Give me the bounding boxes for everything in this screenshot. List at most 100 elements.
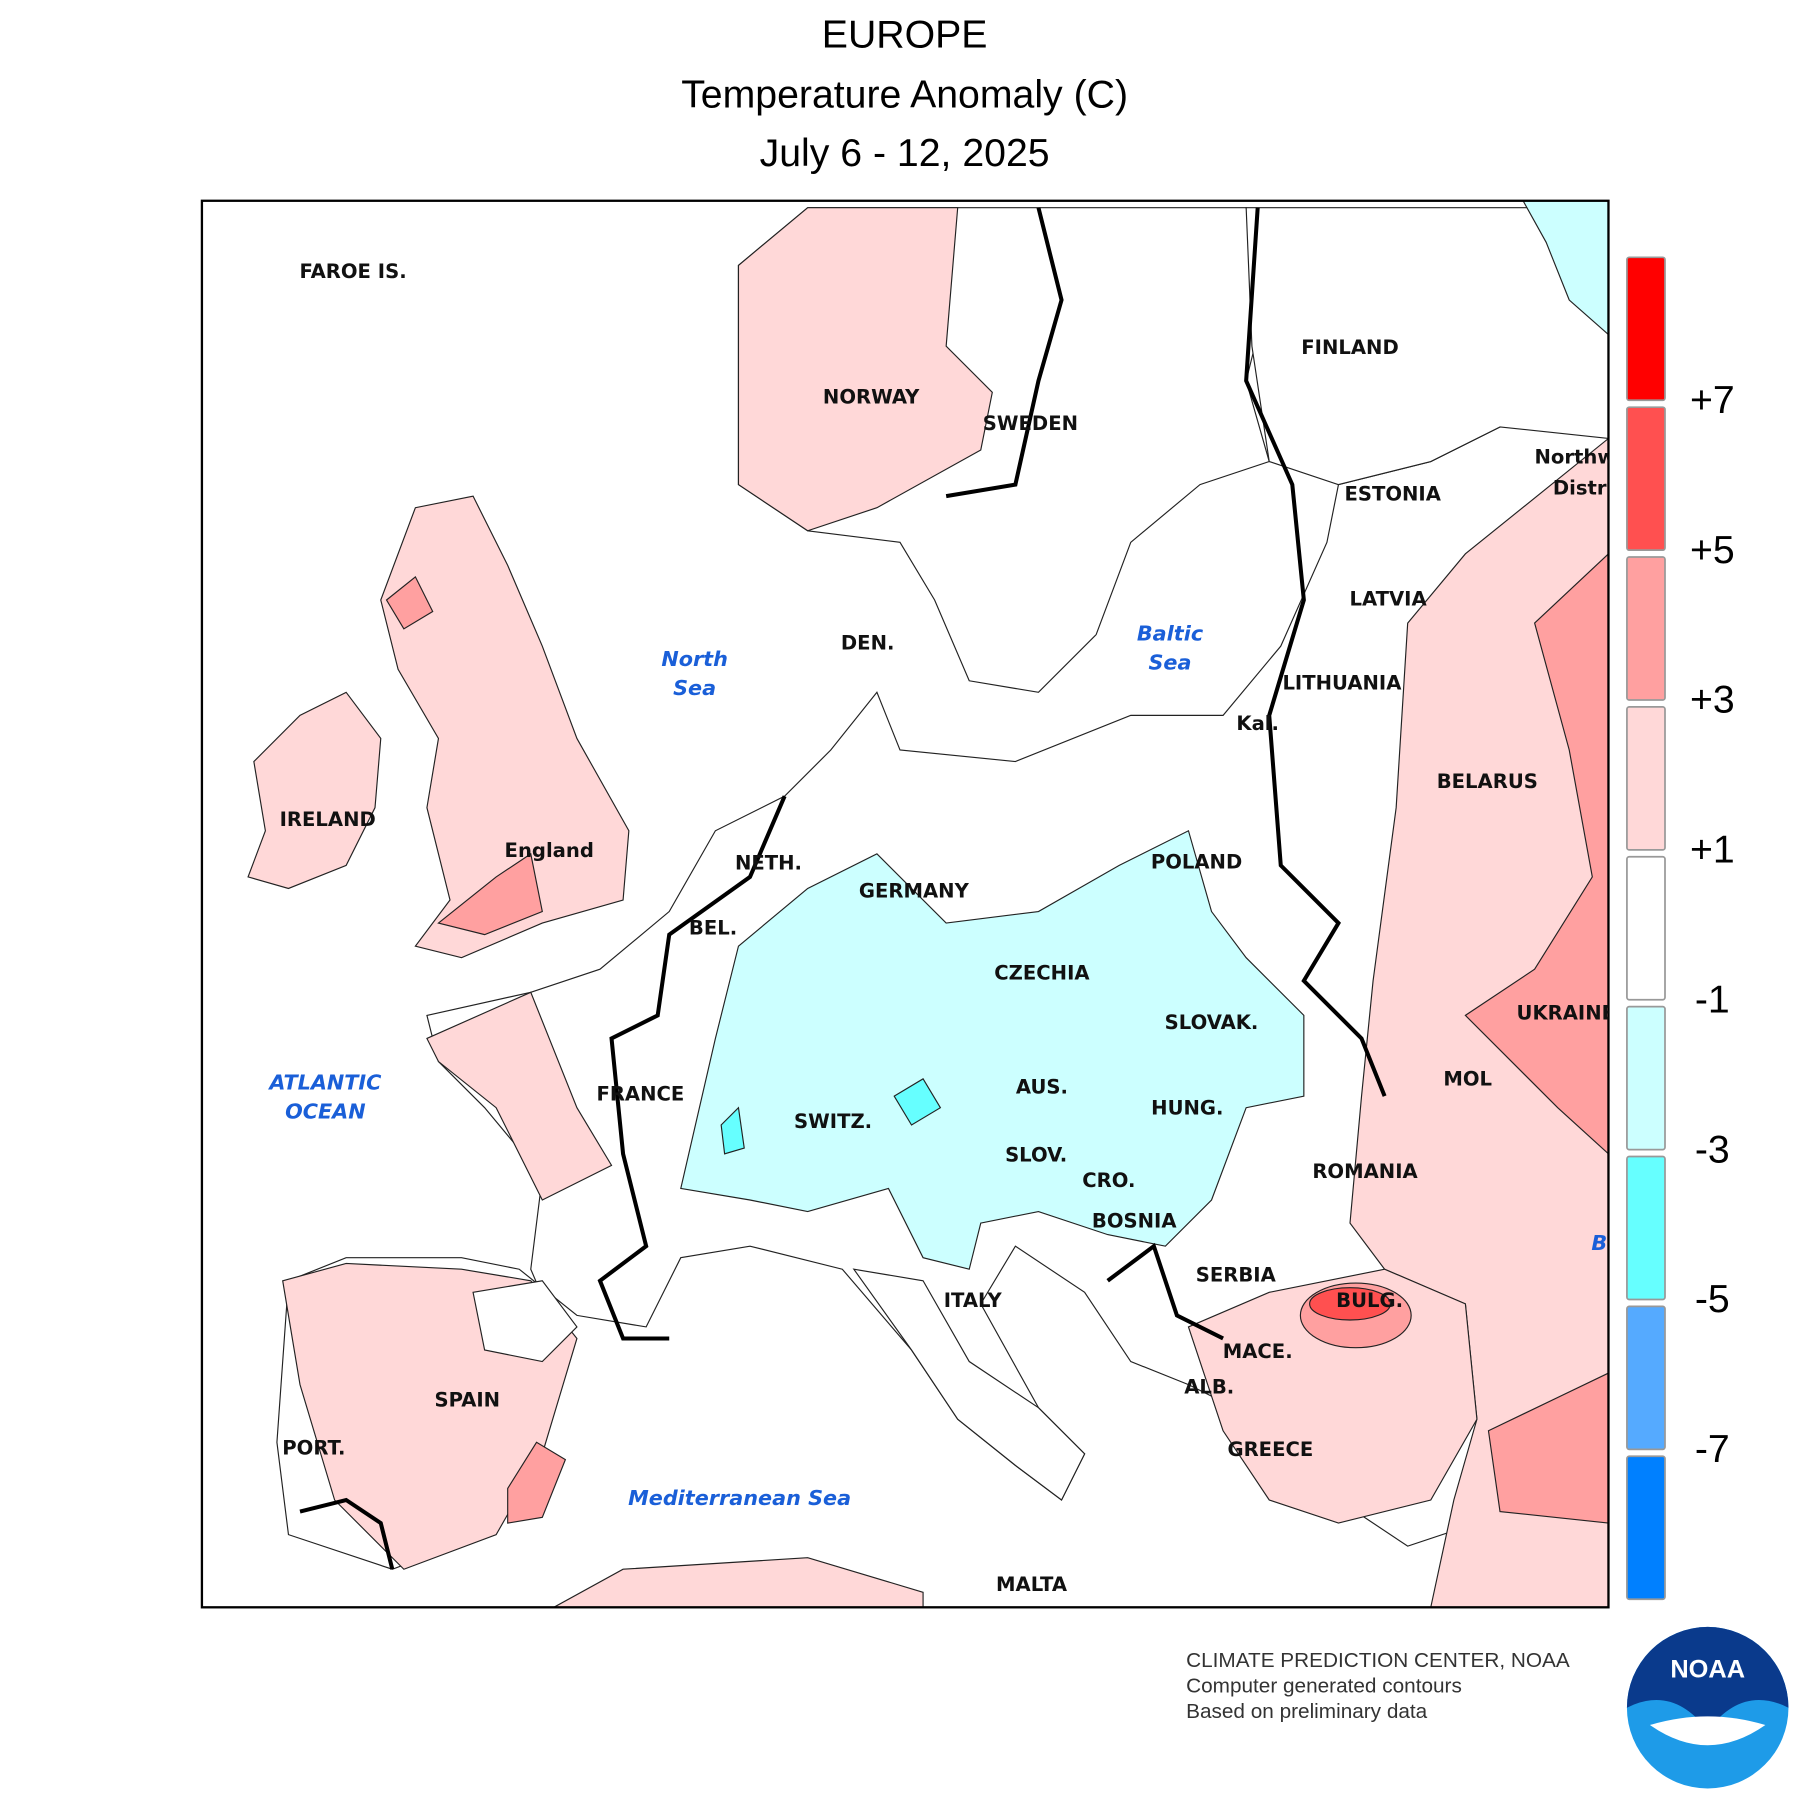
country-label: POLAND (1151, 851, 1242, 874)
country-label: CRO. (1082, 1169, 1135, 1192)
legend-swatch (1626, 1455, 1666, 1601)
anomaly-area (1487, 1372, 1609, 1524)
legend-swatch (1626, 1305, 1666, 1451)
country-label: BEL. (689, 916, 737, 939)
sea-label: Sea (673, 676, 716, 700)
logo-text: NOAA (1670, 1655, 1745, 1683)
country-label: ROMANIA (1312, 1160, 1418, 1183)
legend-swatch (1626, 556, 1666, 701)
logo-top (1626, 1626, 1789, 1731)
country-label: UKRAINE (1517, 1002, 1616, 1025)
sea-label: ATLANTIC (267, 1070, 382, 1094)
country-label: SWEDEN (983, 412, 1078, 435)
anomaly-area (720, 1106, 745, 1155)
legend-swatch (1626, 256, 1666, 402)
legend-swatch (1626, 706, 1666, 851)
country-label: LITHUANIA (1282, 672, 1402, 695)
country-label: MALTA (996, 1573, 1068, 1596)
country-label: ITALY (944, 1289, 1003, 1312)
country-label: Northw (1534, 446, 1615, 469)
sea-label: North (661, 647, 728, 671)
legend-label: -1 (1695, 977, 1730, 1021)
country-label: BELARUS (1437, 770, 1538, 793)
country-label: FINLAND (1301, 336, 1398, 359)
country-label: FAROE IS. (299, 260, 406, 283)
map-frame (200, 199, 1610, 1609)
sea-label: Mediterranean Sea (628, 1486, 851, 1510)
country-label: Kal. (1236, 712, 1279, 735)
contour (1106, 1242, 1224, 1341)
country-label: GERMANY (859, 879, 970, 902)
title: EUROPE (822, 12, 988, 56)
contour (597, 795, 787, 1341)
country-label: England (505, 839, 594, 862)
logo-bird (1650, 1716, 1766, 1746)
legend-label: -5 (1695, 1277, 1730, 1321)
anomaly-area (737, 207, 993, 532)
contour (945, 207, 1064, 499)
anomaly-area (553, 1557, 924, 1608)
anomaly-area (437, 852, 543, 936)
legend-label: +5 (1690, 528, 1735, 572)
country-label: SERBIA (1196, 1264, 1277, 1287)
country-label: BOSNIA (1092, 1209, 1177, 1232)
land (852, 1268, 1086, 1501)
country-label: IRELAND (280, 808, 376, 831)
legend-swatch (1626, 1005, 1666, 1151)
map-labels: FAROE IS. NORWAY SWEDEN FINLAND ESTONIA LATVI… (267, 260, 1616, 1596)
anomaly-area (1522, 200, 1609, 336)
legend-label: -7 (1695, 1427, 1730, 1471)
country-label: DEN. (841, 631, 895, 654)
country-label: MACE. (1223, 1340, 1293, 1363)
country-label: PORT. (282, 1437, 345, 1460)
country-label: ALB. (1184, 1376, 1234, 1399)
map (201, 200, 1609, 1608)
sea-label: Sea (1148, 650, 1191, 674)
country-label: SWITZ. (794, 1110, 872, 1133)
country-label: BULG. (1336, 1289, 1403, 1312)
anomaly-area (680, 829, 1305, 1270)
credit: Computer generated contours (1186, 1674, 1462, 1697)
legend: +7 +5 +3 +1 -1 -3 -5 -7 (1626, 256, 1735, 1601)
country-label: CZECHIA (994, 961, 1090, 984)
credit: Based on preliminary data (1186, 1700, 1428, 1723)
anomaly-area (893, 1078, 942, 1126)
credit: CLIMATE PREDICTION CENTER, NOAA (1186, 1649, 1570, 1672)
date-range: July 6 - 12, 2025 (760, 131, 1050, 175)
country-label: Distri (1553, 477, 1613, 500)
noaa-logo: NOAA (1626, 1626, 1789, 1789)
country-label: FRANCE (596, 1083, 684, 1106)
country-label: NETH. (735, 852, 802, 875)
sea-label: Baltic (1137, 622, 1204, 646)
anomaly-area (426, 991, 613, 1201)
country-label: AUS. (1016, 1076, 1068, 1099)
country-label: NORWAY (823, 386, 920, 409)
country-label: SPAIN (435, 1388, 501, 1411)
country-label: SLOV. (1005, 1144, 1067, 1167)
legend-swatch (1626, 406, 1666, 551)
legend-swatch (1626, 855, 1666, 1001)
anomaly-area (472, 1280, 578, 1363)
anomaly-area (385, 576, 434, 630)
country-label: GREECE (1227, 1438, 1313, 1461)
land (1245, 207, 1609, 486)
legend-swatch (1626, 1155, 1666, 1301)
country-label: ESTONIA (1344, 483, 1441, 506)
legend-label: +3 (1690, 678, 1735, 722)
anomaly-area (1309, 1287, 1391, 1321)
contour (299, 1497, 395, 1570)
anomaly-area (1464, 553, 1609, 1155)
subtitle: Temperature Anomaly (C) (681, 72, 1128, 116)
legend-label: +1 (1690, 828, 1735, 872)
anomaly-area (1187, 1268, 1478, 1524)
anomaly-area (507, 1441, 567, 1524)
sea-label: OCEAN (285, 1099, 365, 1123)
country-label: HUNG. (1151, 1096, 1223, 1119)
anomaly-area (247, 691, 382, 890)
country-label: SLOVAK. (1165, 1011, 1259, 1034)
anomaly-area (380, 495, 630, 959)
legend-label: -3 (1695, 1127, 1730, 1171)
country-label: MOL (1443, 1068, 1492, 1091)
